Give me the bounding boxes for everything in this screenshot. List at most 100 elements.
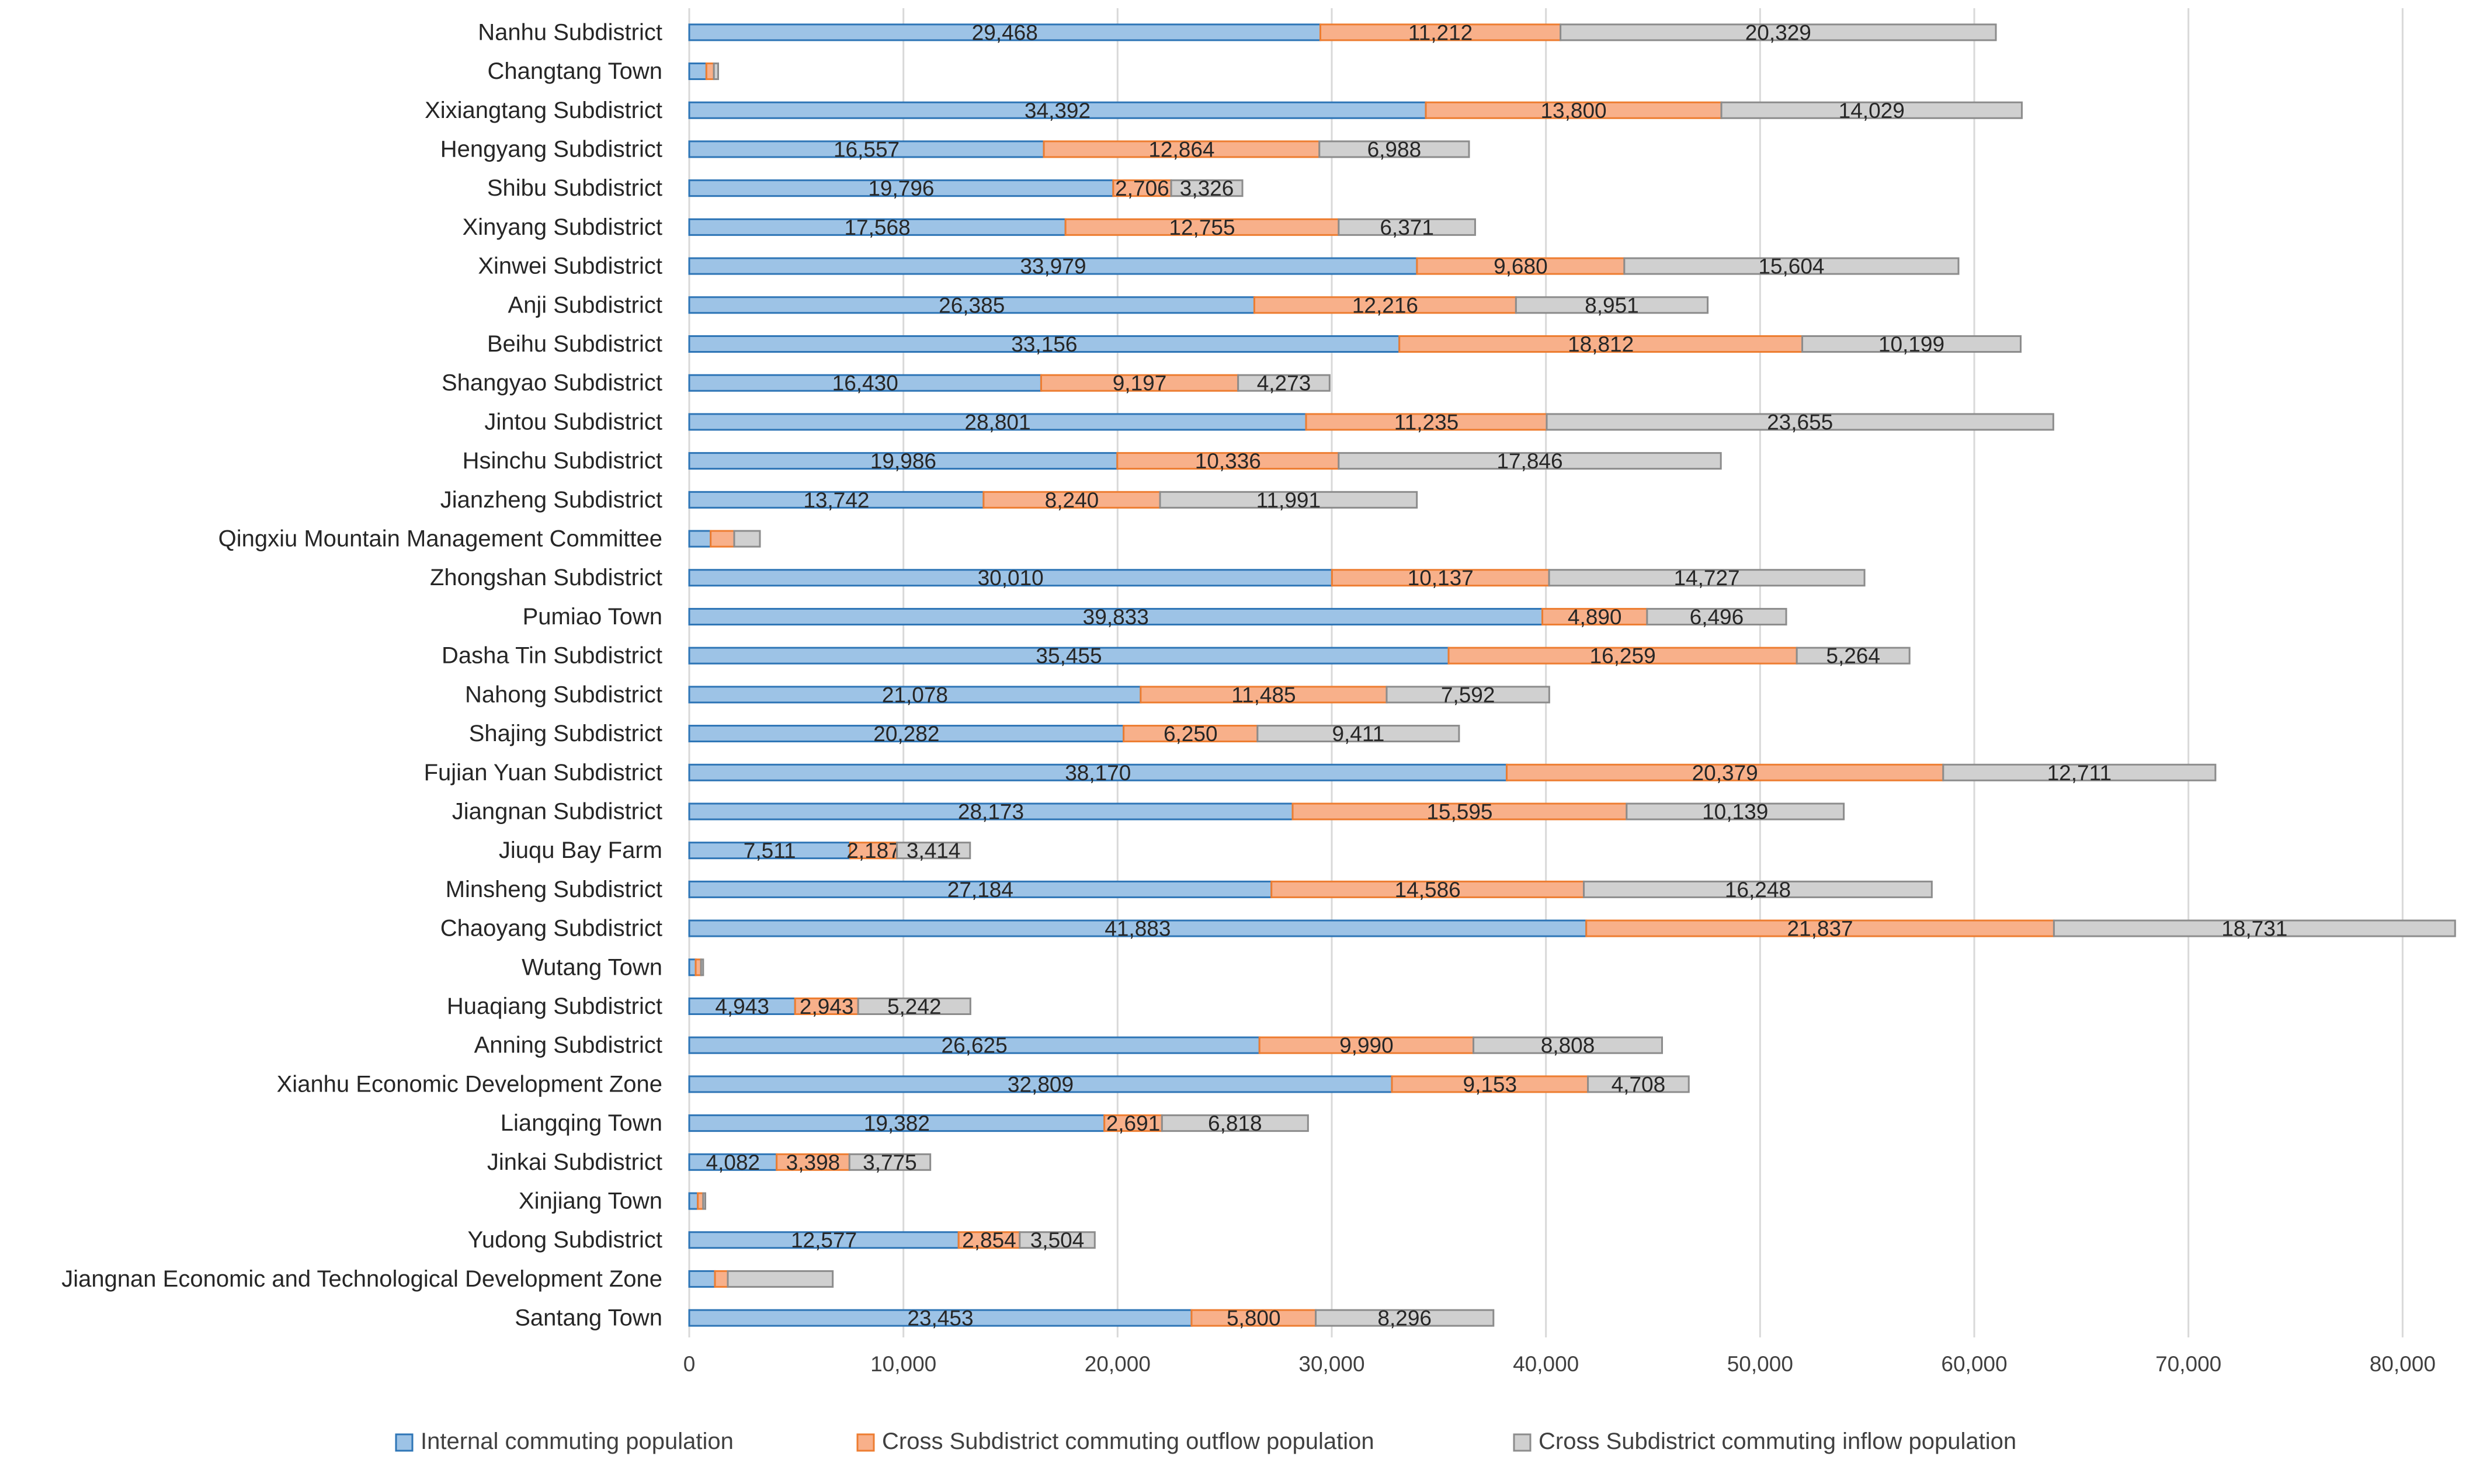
bar-segment [896, 842, 971, 860]
data-label: 19,796 [868, 176, 934, 200]
bar-segment [1318, 140, 1470, 158]
category-label: Shibu Subdistrict [487, 175, 662, 201]
bar-segment [1515, 296, 1709, 314]
bar-segment [688, 257, 1418, 275]
bar-segment [688, 1153, 778, 1171]
bar-segment [1626, 802, 1845, 821]
data-label: 5,264 [1826, 644, 1880, 668]
data-label: 10,199 [1878, 332, 1944, 356]
bar-segment [2053, 919, 2456, 937]
bar-segment [688, 763, 1508, 781]
data-label: 19,382 [864, 1111, 930, 1135]
bar-segment [688, 62, 707, 81]
bar-segment [1720, 101, 2023, 119]
data-label: 20,282 [873, 722, 939, 746]
category-label: Wutang Town [522, 954, 662, 980]
bar-segment [688, 842, 851, 860]
data-label: 9,680 [1494, 255, 1548, 279]
category-label: Qingxiu Mountain Management Committee [218, 526, 662, 552]
data-label: 34,392 [1025, 99, 1091, 123]
data-label: 4,890 [1568, 605, 1622, 629]
data-label: 4,082 [706, 1151, 761, 1174]
legend-label: Cross Subdistrict commuting inflow popul… [1539, 1429, 2016, 1454]
legend-label: Internal commuting population [421, 1429, 734, 1454]
bar-segment [688, 802, 1294, 821]
category-label: Xinjiang Town [519, 1188, 662, 1214]
data-label: 5,800 [1227, 1306, 1281, 1330]
data-label: 17,568 [844, 216, 910, 239]
data-label: 35,455 [1036, 644, 1102, 668]
bar-segment [713, 62, 719, 81]
bar-segment [688, 179, 1114, 197]
category-label: Hsinchu Subdistrict [463, 448, 662, 474]
bar-segment [688, 491, 985, 509]
data-label: 14,029 [1839, 99, 1905, 123]
x-tick-label: 80,000 [2370, 1352, 2436, 1376]
bar-segment [688, 140, 1045, 158]
data-label: 6,371 [1380, 216, 1434, 239]
data-label: 7,511 [744, 839, 796, 863]
bar-segment [688, 958, 697, 976]
data-label: 33,979 [1020, 255, 1086, 279]
bar-segment [776, 1153, 850, 1171]
bar-segment [1170, 179, 1244, 197]
bar-segment [957, 1231, 1021, 1249]
bar-segment [1123, 725, 1259, 743]
data-label: 3,414 [907, 839, 961, 863]
data-label: 39,833 [1083, 605, 1149, 629]
data-label: 11,485 [1231, 683, 1296, 707]
category-label: Xinwei Subdistrict [478, 253, 662, 279]
bar-segment [688, 647, 1450, 665]
data-label: 6,496 [1690, 605, 1744, 629]
x-tick-label: 10,000 [870, 1352, 936, 1376]
data-label: 33,156 [1011, 332, 1077, 356]
data-label: 8,808 [1541, 1034, 1595, 1058]
bar-segment [1315, 1309, 1495, 1327]
x-tick-label: 40,000 [1513, 1352, 1579, 1376]
data-label: 2,187 [846, 839, 901, 863]
bar-segment [702, 1192, 707, 1210]
data-label: 9,153 [1463, 1072, 1517, 1096]
data-label: 15,595 [1426, 800, 1492, 823]
category-label: Pumiao Town [523, 604, 662, 630]
data-label: 26,385 [939, 293, 1005, 317]
category-label: Shangyao Subdistrict [442, 370, 662, 396]
data-label: 14,727 [1673, 566, 1739, 590]
data-label: 16,557 [834, 137, 900, 161]
bar-segment [1159, 491, 1418, 509]
category-label: Nanhu Subdistrict [478, 19, 662, 45]
data-label: 2,854 [962, 1228, 1016, 1252]
data-label: 6,818 [1208, 1111, 1262, 1135]
bar-segment [1425, 101, 1723, 119]
bar-segment [1385, 686, 1550, 704]
category-label: Jintou Subdistrict [484, 409, 662, 435]
data-label: 10,139 [1702, 800, 1768, 823]
bar-segment [714, 1270, 729, 1288]
category-label: Jiuqu Bay Farm [499, 837, 662, 863]
category-label: Santang Town [515, 1305, 662, 1331]
bar-segment [688, 686, 1142, 704]
data-label: 23,655 [1767, 410, 1833, 434]
data-label: 12,864 [1148, 137, 1214, 161]
category-label: Minsheng Subdistrict [446, 877, 662, 902]
category-label: Xianhu Economic Development Zone [277, 1071, 662, 1097]
data-label: 23,453 [907, 1306, 973, 1330]
data-label: 9,411 [1332, 722, 1384, 746]
data-label: 4,273 [1257, 371, 1311, 395]
bar-segment [688, 1192, 699, 1210]
bar-segment [688, 998, 796, 1015]
data-label: 18,812 [1568, 332, 1634, 356]
bar-segment [688, 1114, 1106, 1132]
bar-segment [1583, 880, 1933, 898]
category-label: Xixiangtang Subdistrict [425, 98, 662, 123]
bar-segment [688, 1270, 716, 1288]
bar-segment [848, 1153, 932, 1171]
bar-segment [1546, 413, 2054, 431]
data-label: 15,604 [1758, 255, 1824, 279]
data-label: 30,010 [978, 566, 1044, 590]
bar-segment [710, 530, 735, 548]
bar-segment [688, 218, 1067, 236]
bar-segment [1256, 725, 1460, 743]
